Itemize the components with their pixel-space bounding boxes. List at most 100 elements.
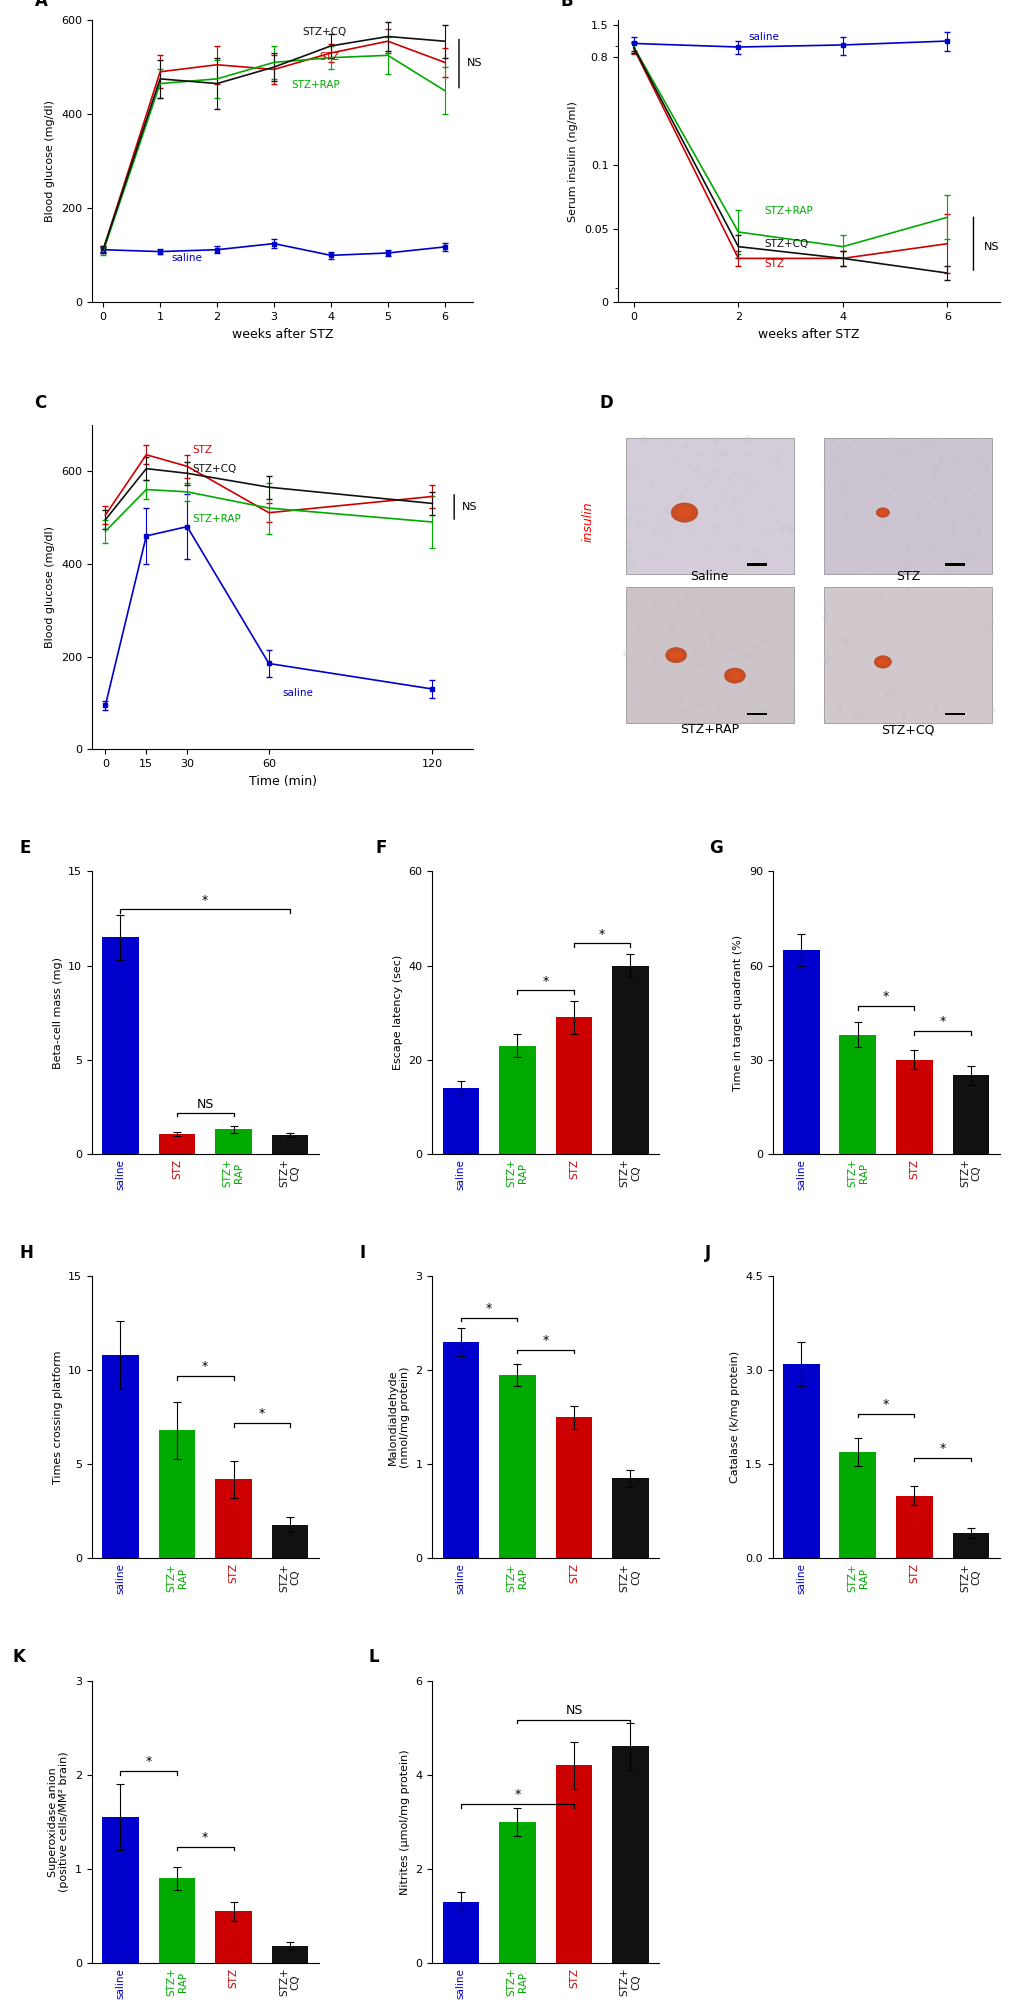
Ellipse shape bbox=[864, 651, 868, 655]
Ellipse shape bbox=[872, 649, 875, 653]
Ellipse shape bbox=[823, 567, 826, 571]
Text: STZ: STZ bbox=[193, 445, 212, 455]
Ellipse shape bbox=[663, 645, 668, 649]
Ellipse shape bbox=[837, 461, 843, 467]
Ellipse shape bbox=[907, 545, 911, 549]
Ellipse shape bbox=[833, 553, 837, 557]
Text: H: H bbox=[19, 1244, 33, 1262]
Ellipse shape bbox=[935, 477, 938, 481]
Text: saline: saline bbox=[282, 687, 313, 697]
Ellipse shape bbox=[858, 611, 863, 617]
Ellipse shape bbox=[657, 597, 664, 605]
Ellipse shape bbox=[717, 669, 720, 673]
Ellipse shape bbox=[987, 707, 995, 715]
Ellipse shape bbox=[759, 707, 765, 715]
Ellipse shape bbox=[708, 631, 714, 637]
Ellipse shape bbox=[944, 555, 947, 559]
Ellipse shape bbox=[965, 487, 971, 493]
Ellipse shape bbox=[954, 491, 958, 495]
Ellipse shape bbox=[931, 613, 935, 617]
Ellipse shape bbox=[857, 641, 860, 645]
Ellipse shape bbox=[913, 691, 916, 693]
Ellipse shape bbox=[835, 525, 839, 529]
Bar bbox=[271, 1136, 308, 1154]
Ellipse shape bbox=[627, 561, 635, 569]
Ellipse shape bbox=[987, 667, 990, 669]
Ellipse shape bbox=[942, 511, 947, 515]
Text: STZ+CQ: STZ+CQ bbox=[193, 465, 236, 475]
Ellipse shape bbox=[974, 643, 980, 649]
Text: *: * bbox=[542, 975, 548, 987]
Ellipse shape bbox=[712, 439, 718, 447]
Bar bbox=[215, 1911, 252, 1963]
Ellipse shape bbox=[744, 435, 751, 443]
Ellipse shape bbox=[745, 493, 748, 495]
Ellipse shape bbox=[983, 687, 989, 693]
Ellipse shape bbox=[777, 643, 783, 649]
Bar bbox=[159, 1430, 196, 1558]
Ellipse shape bbox=[989, 721, 993, 725]
Ellipse shape bbox=[987, 621, 994, 627]
Ellipse shape bbox=[726, 717, 732, 723]
Ellipse shape bbox=[718, 641, 721, 645]
Ellipse shape bbox=[846, 533, 848, 537]
Ellipse shape bbox=[751, 565, 754, 569]
Ellipse shape bbox=[945, 571, 948, 573]
Ellipse shape bbox=[686, 685, 693, 691]
Ellipse shape bbox=[768, 557, 771, 561]
Ellipse shape bbox=[931, 705, 938, 711]
Y-axis label: Escape latency (sec): Escape latency (sec) bbox=[392, 955, 403, 1070]
Ellipse shape bbox=[836, 703, 843, 711]
Ellipse shape bbox=[637, 679, 640, 683]
Ellipse shape bbox=[829, 439, 835, 445]
Ellipse shape bbox=[749, 653, 752, 657]
Ellipse shape bbox=[847, 463, 852, 467]
Text: *: * bbox=[514, 1789, 520, 1801]
Ellipse shape bbox=[842, 477, 848, 483]
Text: *: * bbox=[202, 1360, 208, 1374]
Ellipse shape bbox=[640, 435, 647, 443]
Ellipse shape bbox=[788, 525, 793, 531]
Text: insulin: insulin bbox=[581, 501, 594, 543]
Text: NS: NS bbox=[466, 58, 481, 68]
Ellipse shape bbox=[745, 451, 751, 457]
Ellipse shape bbox=[877, 479, 881, 485]
Ellipse shape bbox=[866, 527, 871, 533]
Bar bbox=[498, 1046, 535, 1154]
Ellipse shape bbox=[960, 657, 963, 659]
Ellipse shape bbox=[974, 499, 976, 501]
Ellipse shape bbox=[638, 503, 641, 507]
Ellipse shape bbox=[880, 523, 886, 529]
Ellipse shape bbox=[912, 559, 914, 561]
Ellipse shape bbox=[698, 475, 700, 477]
Bar bbox=[611, 965, 648, 1154]
Bar bbox=[271, 1947, 308, 1963]
Ellipse shape bbox=[636, 627, 644, 633]
Ellipse shape bbox=[903, 563, 910, 571]
Ellipse shape bbox=[684, 443, 688, 449]
Ellipse shape bbox=[709, 641, 713, 643]
Ellipse shape bbox=[932, 553, 935, 555]
Ellipse shape bbox=[652, 659, 657, 663]
Bar bbox=[746, 713, 766, 715]
Ellipse shape bbox=[726, 477, 732, 483]
Bar bbox=[442, 1901, 479, 1963]
Ellipse shape bbox=[927, 631, 933, 637]
Ellipse shape bbox=[867, 621, 870, 625]
Ellipse shape bbox=[667, 471, 669, 473]
Ellipse shape bbox=[769, 663, 775, 669]
Ellipse shape bbox=[905, 589, 911, 595]
Ellipse shape bbox=[788, 567, 791, 569]
Bar bbox=[102, 1356, 139, 1558]
Text: STZ+RAP: STZ+RAP bbox=[290, 80, 339, 90]
Ellipse shape bbox=[633, 675, 635, 679]
Ellipse shape bbox=[978, 437, 984, 443]
Text: I: I bbox=[360, 1244, 366, 1262]
Ellipse shape bbox=[924, 703, 928, 707]
Ellipse shape bbox=[722, 715, 727, 719]
Ellipse shape bbox=[662, 439, 666, 443]
Text: *: * bbox=[938, 1016, 945, 1028]
Ellipse shape bbox=[871, 639, 876, 645]
Ellipse shape bbox=[669, 651, 682, 659]
Ellipse shape bbox=[757, 649, 764, 655]
